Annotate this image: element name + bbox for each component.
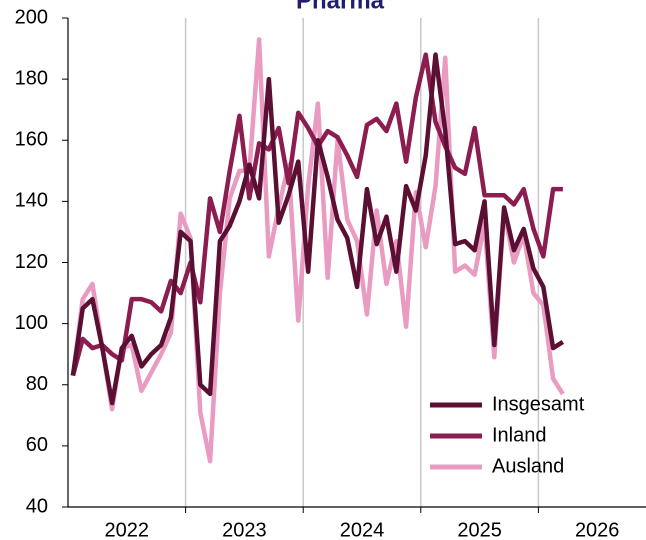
y-tick-label: 180 bbox=[15, 67, 48, 89]
y-tick-label: 160 bbox=[15, 129, 48, 151]
y-tick-label: 200 bbox=[15, 6, 48, 28]
y-tick-label: 100 bbox=[15, 312, 48, 334]
legend-label: Ausland bbox=[492, 455, 564, 477]
chart-title: Pharma bbox=[296, 0, 385, 14]
legend-label: Insgesamt bbox=[492, 393, 585, 415]
legend-label: Inland bbox=[492, 424, 547, 446]
x-tick-label: 2022 bbox=[105, 519, 150, 540]
y-tick-label: 80 bbox=[26, 373, 48, 395]
x-tick-label: 2023 bbox=[222, 519, 267, 540]
x-tick-label: 2025 bbox=[457, 519, 502, 540]
series-line bbox=[70, 52, 565, 406]
x-tick-label: 2024 bbox=[340, 519, 385, 540]
y-tick-label: 40 bbox=[26, 495, 48, 517]
y-tick-label: 140 bbox=[15, 190, 48, 212]
y-tick-label: 120 bbox=[15, 251, 48, 273]
y-tick-label: 60 bbox=[26, 434, 48, 456]
series-line bbox=[70, 37, 565, 464]
x-tick-label: 2026 bbox=[575, 519, 620, 540]
